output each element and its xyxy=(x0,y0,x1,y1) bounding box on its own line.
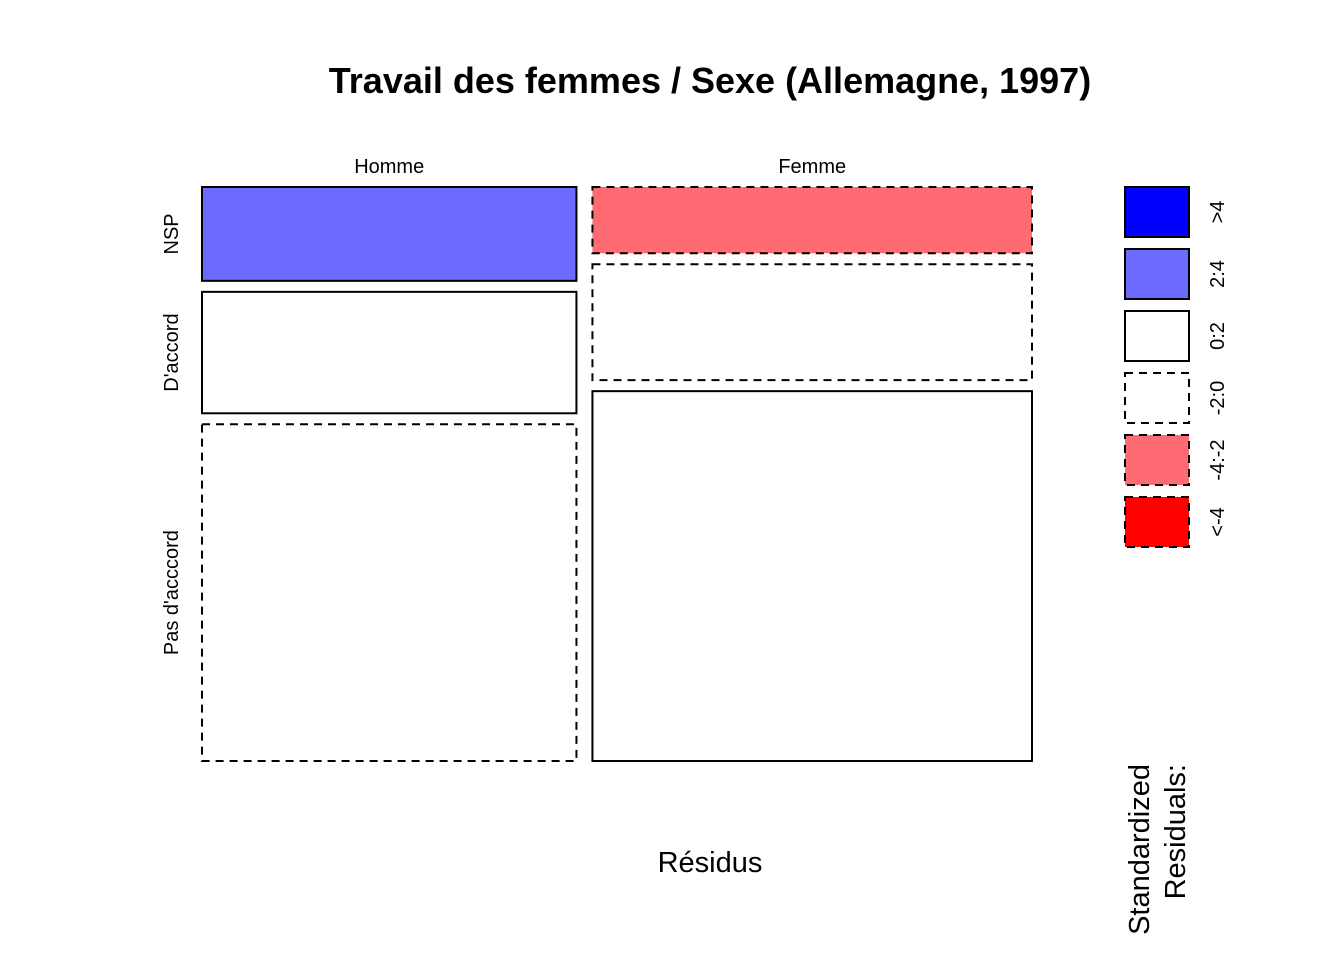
row-label-nsp: NSP xyxy=(161,213,183,254)
legend-label-5: -4:-2 xyxy=(1207,439,1229,480)
mosaic-cell-homme-pas-d-acccord xyxy=(201,423,578,762)
legend-swatch-3 xyxy=(1124,310,1190,362)
legend-swatch-6 xyxy=(1124,496,1190,548)
legend-label-4: -2:0 xyxy=(1207,381,1229,415)
mosaic-cell-homme-d-accord xyxy=(201,290,578,415)
legend-label-1: >4 xyxy=(1207,201,1229,224)
mosaic-cell-femme-d-accord xyxy=(591,263,1033,382)
column-label-femme: Femme xyxy=(778,156,846,178)
legend-title-line-1: Standardized xyxy=(1124,764,1156,935)
residual-legend: >4 2:4 0:2 -2:0 -4:-2 <-4 xyxy=(1124,186,1229,548)
mosaic-cell-femme-nsp xyxy=(591,186,1033,255)
legend-label-3: 0:2 xyxy=(1207,322,1229,350)
legend-label-2: 2:4 xyxy=(1207,260,1229,288)
row-label-pas-d-acccord: Pas d'acccord xyxy=(161,530,183,655)
row-label-d-accord: D'accord xyxy=(161,313,183,391)
legend-swatch-1 xyxy=(1124,186,1190,238)
x-axis-label: Résidus xyxy=(658,847,763,879)
legend-title-line-2: Residuals: xyxy=(1160,764,1192,899)
mosaic-plot-area: Homme NSP D'accord Pas d'acccord Femme xyxy=(161,156,1033,762)
mosaic-cell-homme-nsp xyxy=(201,186,578,282)
legend-swatch-2 xyxy=(1124,248,1190,300)
legend-swatch-4 xyxy=(1124,372,1190,424)
chart-title: Travail des femmes / Sexe (Allemagne, 19… xyxy=(329,60,1091,101)
column-label-homme: Homme xyxy=(354,156,424,178)
mosaic-cell-femme-pas-d-acccord xyxy=(591,390,1033,762)
legend-swatch-5 xyxy=(1124,434,1190,486)
legend-label-6: <-4 xyxy=(1207,507,1229,536)
